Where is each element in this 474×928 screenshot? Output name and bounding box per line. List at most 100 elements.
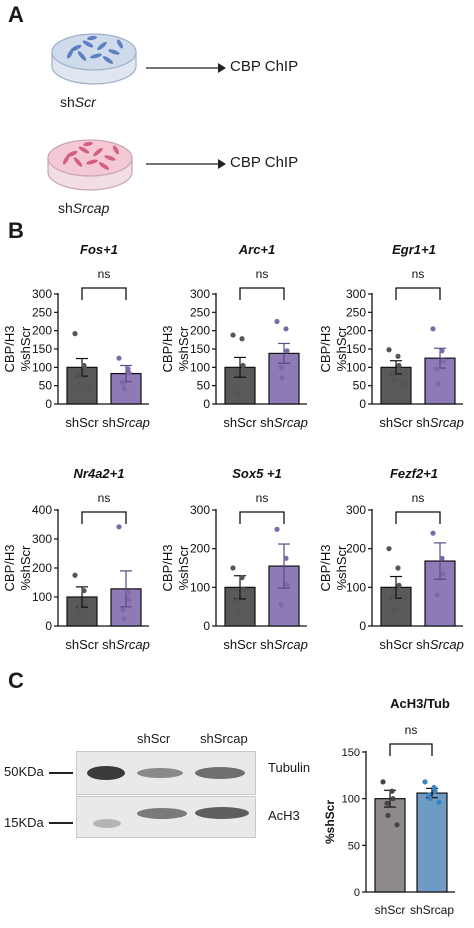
chart-title: Sox5 +1 — [232, 466, 282, 481]
blot-lane-label-shscr: shScr — [137, 731, 171, 746]
data-point — [274, 318, 280, 325]
data-point — [283, 326, 289, 332]
data-point — [391, 607, 397, 614]
significance-label: ns — [412, 267, 425, 281]
data-point — [230, 565, 236, 571]
y-axis-label: %shScr — [176, 326, 191, 371]
y-axis-label: %shScr — [18, 545, 33, 590]
x-tick-label: shSrcap — [102, 415, 150, 430]
data-point — [126, 597, 132, 603]
culture-dish-shsrcap — [47, 139, 133, 191]
blot-band — [137, 768, 183, 778]
antibody-label-tubulin: Tubulin — [268, 760, 311, 775]
panel-letter-b: B — [8, 218, 24, 243]
significance-label: ns — [256, 491, 269, 505]
dish-label-prefix: sh — [60, 94, 75, 110]
data-point — [385, 812, 391, 819]
dish-label-suffix: Scr — [74, 94, 96, 110]
data-point — [389, 788, 395, 794]
chart-title: Egr1+1 — [392, 242, 436, 257]
significance-bracket — [395, 511, 441, 524]
data-point — [440, 358, 446, 364]
bar-chart-ach3-tub: AcH3/Tub 0 50 100 150 %shScr shScr shSrcap ns — [323, 696, 455, 917]
data-point — [390, 796, 396, 802]
mw-tick-50kda — [49, 772, 73, 774]
y-tick-label: 0 — [203, 619, 210, 633]
data-point — [386, 347, 392, 353]
y-tick-label: 200 — [32, 561, 52, 575]
x-tick-label: shSrcap — [102, 637, 150, 652]
significance-bracket — [395, 287, 441, 300]
data-point — [230, 332, 236, 338]
data-point — [239, 575, 245, 581]
data-point — [396, 582, 402, 588]
y-axis-label: CBP/H3 — [2, 326, 17, 373]
panel-letter-a: A — [8, 2, 24, 27]
arrow-2 — [146, 159, 226, 169]
y-tick-label: 250 — [32, 305, 52, 319]
culture-dish-shscr — [51, 33, 137, 85]
x-tick-label: shSrcap — [416, 415, 464, 430]
data-point — [235, 390, 241, 396]
bar-chart-fos: Fos+1 0 50 100 150 200 250 300 CBP/H3 %shScr shScr… — [2, 242, 150, 430]
y-axis-label: CBP/H3 — [318, 326, 333, 373]
y-tick-label: 200 — [346, 324, 366, 338]
y-tick-label: 150 — [346, 342, 366, 356]
dish-label-prefix: sh — [58, 200, 73, 216]
x-tick-label: shSrcap — [416, 637, 464, 652]
mw-tick-15kda — [49, 822, 73, 824]
y-axis-label: %shScr — [334, 326, 349, 371]
data-point — [284, 348, 290, 354]
data-point — [121, 386, 127, 392]
data-point — [240, 362, 246, 369]
data-point — [386, 546, 392, 552]
chart-title: Fezf2+1 — [390, 466, 438, 481]
data-point — [234, 371, 240, 377]
mw-label-15kda: 15KDa — [4, 815, 44, 830]
data-point — [384, 800, 390, 806]
y-tick-label: 300 — [32, 287, 52, 301]
y-tick-label: 100 — [190, 580, 210, 594]
data-point — [86, 384, 92, 391]
chart-title: AcH3/Tub — [390, 696, 450, 711]
y-tick-label: 200 — [190, 542, 210, 556]
y-tick-label: 300 — [190, 503, 210, 517]
data-point — [72, 572, 78, 578]
significance-label: ns — [98, 491, 111, 505]
data-point — [278, 364, 284, 370]
bar-shScr — [374, 798, 406, 893]
y-tick-label: 150 — [342, 747, 360, 759]
antibody-label-ach3: AcH3 — [268, 808, 300, 823]
data-point — [284, 582, 290, 588]
data-point — [434, 366, 440, 372]
data-point — [435, 381, 441, 387]
data-point — [440, 571, 446, 577]
blot-band — [87, 766, 125, 780]
y-tick-label: 50 — [348, 840, 360, 852]
y-tick-label: 0 — [359, 619, 366, 633]
data-point — [120, 380, 126, 386]
x-tick-label: shSrcap — [260, 637, 308, 652]
mw-label-50kda: 50KDa — [4, 764, 44, 779]
dish-label-shsrcap: shSrcap — [58, 200, 109, 216]
data-point — [239, 336, 245, 342]
data-point — [434, 592, 440, 598]
data-point — [279, 375, 285, 381]
significance-bracket — [239, 287, 285, 300]
y-tick-label: 50 — [353, 379, 367, 393]
bar-chart-nr4a2: Nr4a2+1 0 100 200 300 400 CBP/H3 %shScr shScr shS… — [2, 466, 150, 652]
data-point — [439, 348, 445, 354]
data-point — [76, 372, 82, 378]
x-tick-label: shScr — [223, 415, 257, 430]
chip-label-2: CBP ChIP — [230, 154, 299, 171]
y-tick-label: 0 — [359, 397, 366, 411]
data-point — [120, 607, 126, 613]
data-point — [125, 590, 131, 596]
chart-title: Arc+1 — [238, 242, 276, 257]
significance-bracket — [81, 287, 127, 300]
panel-letter-c: C — [8, 668, 24, 693]
bar-chart-fezf2: Fezf2+1 0 100 200 300 CBP/H3 %shScr shScr shSrca… — [318, 466, 464, 652]
data-point — [235, 609, 241, 616]
significance-bracket — [81, 511, 127, 524]
y-tick-label: 100 — [346, 360, 366, 374]
